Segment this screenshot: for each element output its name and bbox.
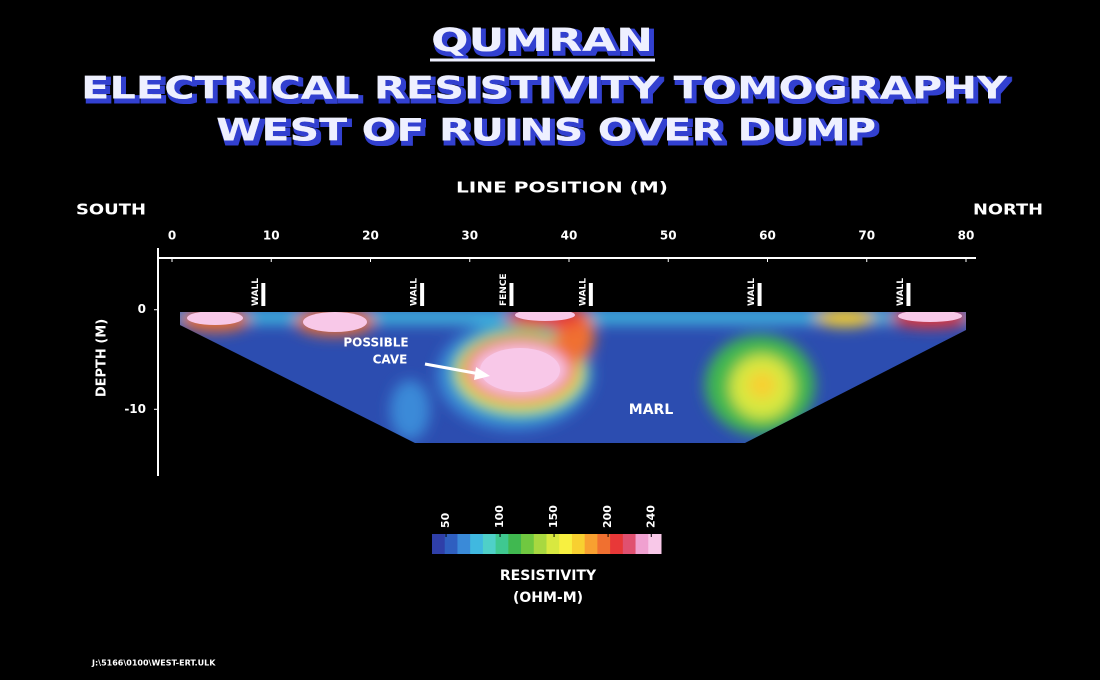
footer: J:\5166\0100\WEST-ERT.ULK xyxy=(91,659,216,668)
colorbar-unit: (OHM-M) xyxy=(513,590,583,606)
marker xyxy=(420,283,425,306)
colorbar-swatch xyxy=(546,534,560,554)
colorbar-tick-label: 200 xyxy=(601,505,614,528)
title: QUMRAN xyxy=(431,21,653,59)
resistivity-section xyxy=(180,312,966,443)
colorbar-tick-label: 50 xyxy=(439,512,452,528)
x-tick-label: 50 xyxy=(660,229,677,243)
marker-label: FENCE xyxy=(499,273,509,306)
x-tick-label: 60 xyxy=(759,229,776,243)
colorbar-swatch xyxy=(584,534,598,554)
marker xyxy=(757,283,762,306)
marker-label: WALL xyxy=(896,278,906,306)
colorbar-swatch xyxy=(495,534,509,554)
colorbar-swatch xyxy=(635,534,649,554)
marker xyxy=(588,283,593,306)
colorbar-swatch xyxy=(571,534,586,554)
x-tick-label: 40 xyxy=(561,229,578,243)
colorbar-swatch xyxy=(432,534,446,554)
annotation: CAVE xyxy=(373,353,408,367)
y-tick-label: -10 xyxy=(124,402,146,416)
colorbar-swatch xyxy=(470,534,484,554)
marker xyxy=(509,283,514,306)
x-axis-label: LINE POSITION (M) xyxy=(456,179,668,197)
x-tick-label: 20 xyxy=(362,229,379,243)
direction-label: SOUTH xyxy=(76,201,146,219)
colorbar-swatch xyxy=(622,534,637,554)
colorbar-swatch xyxy=(444,534,458,554)
colorbar-swatch xyxy=(508,534,522,554)
colorbar-swatch xyxy=(559,534,573,554)
x-tick-label: 80 xyxy=(958,229,975,243)
x-tick-label: 10 xyxy=(263,229,280,243)
y-tick-label: 0 xyxy=(138,302,146,316)
marker-label: WALL xyxy=(251,278,261,306)
colorbar-swatch xyxy=(610,534,624,554)
colorbar-swatch xyxy=(648,534,662,554)
marker-label: WALL xyxy=(747,278,757,306)
subtitle: WEST OF RUINS OVER DUMP xyxy=(216,113,876,149)
x-tick-label: 30 xyxy=(461,229,478,243)
y-axis-label: DEPTH (M) xyxy=(95,319,110,397)
colorbar-label: RESISTIVITY xyxy=(500,568,597,584)
colorbar-tick-label: 240 xyxy=(644,505,657,528)
colorbar-tick-label: 150 xyxy=(547,505,560,528)
colorbar-swatch xyxy=(533,534,547,554)
direction-label: NORTH xyxy=(973,201,1043,219)
marker xyxy=(906,283,911,306)
marker-label: WALL xyxy=(410,278,420,306)
marker xyxy=(261,283,266,306)
x-tick-label: 0 xyxy=(168,229,176,243)
annotation-arrow xyxy=(424,362,481,376)
subtitle: ELECTRICAL RESISTIVITY TOMOGRAPHY xyxy=(81,71,1008,107)
x-tick-label: 70 xyxy=(858,229,875,243)
colorbar-tick-label: 100 xyxy=(493,505,506,528)
colorbar-swatch xyxy=(597,534,611,554)
annotation-arrow xyxy=(474,367,490,380)
colorbar-swatch xyxy=(482,534,497,554)
colorbar-swatch xyxy=(521,534,535,554)
colorbar-swatch xyxy=(457,534,471,554)
marker-label: WALL xyxy=(578,278,588,306)
annotation: POSSIBLE xyxy=(343,336,408,350)
annotation: MARL xyxy=(629,402,674,418)
